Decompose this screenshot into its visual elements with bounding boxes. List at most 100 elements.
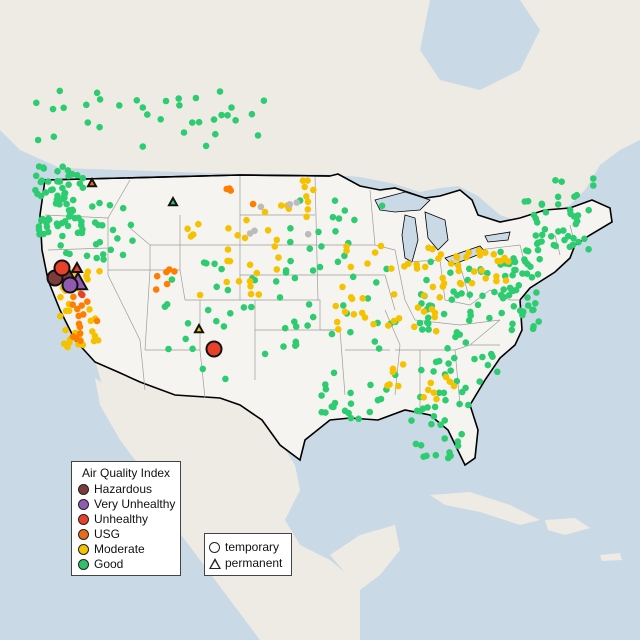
monitor-dot (530, 323, 537, 330)
monitor-dot (310, 186, 317, 194)
monitor-dot (96, 96, 104, 103)
monitor-dot (63, 200, 70, 208)
monitor-dot (168, 276, 176, 283)
monitor-dot (199, 365, 207, 373)
monitor-dot (465, 249, 473, 256)
monitor-dot (162, 97, 170, 105)
monitor-dot (84, 298, 91, 306)
monitor-dot (189, 231, 197, 238)
monitor-dot (441, 435, 449, 442)
monitor-dot (399, 361, 407, 368)
lake-superior (374, 191, 431, 213)
permanent-site-marker (70, 260, 84, 273)
monitor-dot (474, 301, 482, 309)
temporary-site-marker (61, 276, 79, 294)
monitor-dot (408, 417, 415, 424)
monitor-dot (257, 203, 265, 211)
monitor-dot (246, 230, 254, 237)
monitor-dot (532, 300, 539, 307)
monitor-dot (432, 451, 440, 459)
monitor-dot (542, 209, 550, 216)
monitor-dot (184, 320, 192, 327)
monitor-dot (328, 330, 336, 338)
monitor-dot (38, 217, 45, 224)
monitor-dot (457, 280, 465, 288)
monitor-dot (291, 318, 298, 326)
monitor-dot (491, 288, 498, 296)
monitor-dot (348, 295, 356, 303)
monitor-dot (79, 226, 86, 233)
monitor-dot (424, 319, 431, 326)
monitor-dot (106, 201, 114, 209)
monitor-dot (430, 389, 438, 397)
monitor-dot (532, 232, 540, 239)
monitor-dot (68, 170, 76, 178)
monitor-dot (273, 266, 281, 273)
monitor-dot (470, 268, 478, 275)
monitor-dot (386, 381, 393, 388)
monitor-dot (453, 254, 461, 261)
monitor-dot (341, 252, 348, 260)
legend-label: USG (94, 527, 121, 541)
monitor-dot (86, 306, 93, 313)
monitor-dot (333, 318, 341, 326)
monitor-dot (36, 231, 43, 238)
monitor-dot (433, 395, 440, 403)
monitor-dot (439, 283, 447, 290)
monitor-dot (447, 367, 455, 375)
monitor-dot (248, 110, 256, 118)
monitor-dot (375, 345, 383, 352)
monitor-dot (420, 292, 428, 299)
monitor-dot (195, 220, 202, 228)
monitor-dot (428, 420, 435, 428)
monitor-dot (54, 168, 61, 175)
monitor-dot (235, 278, 243, 285)
monitor-dot (478, 267, 486, 274)
monitor-dot (93, 89, 101, 97)
monitor-dot (497, 257, 504, 265)
monitor-dot (76, 323, 84, 331)
monitor-dot (505, 258, 512, 265)
monitor-dot (355, 415, 362, 423)
monitor-dot (93, 317, 101, 325)
monitor-dot (303, 193, 310, 200)
monitor-dot (57, 293, 64, 301)
monitor-dot (119, 251, 127, 259)
monitor-dot (389, 368, 397, 376)
monitor-dot (448, 296, 456, 304)
legend-label: Moderate (94, 542, 145, 556)
monitor-dot (218, 265, 225, 273)
monitor-dot (500, 286, 508, 293)
monitor-dot (575, 238, 582, 246)
monitor-dot (416, 319, 424, 327)
monitor-dot (301, 183, 309, 191)
monitor-dot (211, 260, 218, 268)
monitor-dot (247, 283, 254, 290)
monitor-dot (374, 396, 382, 404)
monitor-dot (204, 306, 212, 314)
monitor-dot (96, 199, 103, 207)
monitor-dot (77, 290, 85, 298)
monitor-dot (378, 202, 386, 210)
monitor-dot (401, 263, 408, 270)
monitor-dot (87, 317, 95, 325)
monitor-dot (84, 268, 92, 276)
monitor-dot (359, 295, 367, 302)
monitor-dot (343, 247, 350, 254)
monitor-dot (561, 236, 568, 244)
monitor-dot (66, 339, 73, 346)
monitor-dot (281, 324, 289, 332)
monitor-dot (282, 267, 290, 274)
monitor-dot (331, 197, 339, 204)
monitor-dot (62, 307, 70, 315)
monitor-dot (371, 249, 379, 256)
legend-label: Hazardous (94, 482, 153, 496)
monitor-dot (90, 337, 98, 345)
hispaniola-land (545, 518, 590, 535)
monitor-dot (482, 275, 490, 282)
monitor-dot (524, 302, 532, 309)
monitor-dot (243, 216, 250, 224)
monitor-dot (371, 338, 379, 345)
monitor-sites (32, 87, 597, 462)
monitor-dot (309, 267, 317, 274)
